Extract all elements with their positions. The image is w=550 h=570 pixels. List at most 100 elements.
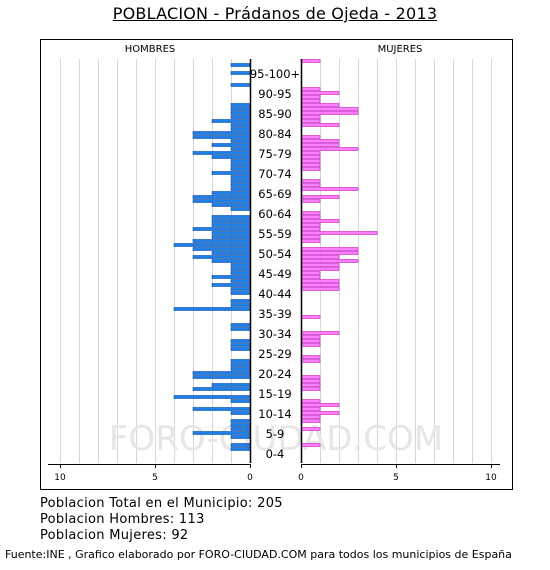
age-label-50-54: 50-54 [258,247,291,261]
bar-hombres-age-18 [192,387,251,391]
x-tick-label-left: 0 [247,473,253,483]
bar-mujeres-age-55 [300,239,321,243]
bar-hombres-age-71 [230,175,251,179]
bar-hombres-age-85 [211,119,251,123]
bar-mujeres-age-46 [300,275,321,279]
bar-hombres-age-55 [192,239,251,243]
bar-hombres-age-39 [230,303,251,307]
bar-hombres-age-23 [230,367,251,371]
bar-hombres-age-47 [230,271,251,275]
bar-mujeres-age-73 [300,167,321,171]
bar-hombres-age-68 [230,187,251,191]
bar-hombres-age-42 [230,291,251,295]
chart-frame [40,39,513,490]
bar-hombres-age-97 [230,71,251,75]
bar-mujeres-age-88 [300,107,359,111]
x-tick-label-right: 5 [393,473,399,483]
age-label-85-90: 85-90 [258,107,291,121]
watermark-text: FORO-CIUDAD.COM [109,419,443,459]
bar-mujeres-age-87 [300,111,359,115]
bar-hombres-age-64 [211,203,251,207]
bar-hombres-age-59 [211,223,251,227]
bar-hombres-age-86 [230,115,251,119]
bar-mujeres-age-91 [300,95,321,99]
panel-label-mujeres: MUJERES [378,44,423,55]
bar-mujeres-age-92 [300,91,340,95]
age-label-0-4: 0-4 [266,447,285,461]
bar-mujeres-age-70 [300,179,321,183]
bar-mujeres-age-47 [300,271,321,275]
bar-hombres-age-6 [230,435,251,439]
bar-hombres-age-84 [230,123,251,127]
bar-hombres-age-40 [230,299,251,303]
bar-hombres-age-15 [230,399,251,403]
bar-mujeres-age-84 [300,123,340,127]
bar-mujeres-age-65 [300,199,321,203]
bar-mujeres-age-49 [300,263,340,267]
bar-hombres-age-50 [211,259,251,263]
age-label-95-100+: 95-100+ [250,67,300,81]
bar-hombres-age-25 [230,359,251,363]
bar-mujeres-age-75 [300,159,321,163]
x-tick-label-right: 10 [485,473,497,483]
bar-mujeres-age-18 [300,387,321,391]
bar-hombres-age-34 [230,323,251,327]
bar-mujeres-age-4 [300,443,321,447]
source-note: Fuente:INE , Grafico elaborado por FORO-… [5,548,512,561]
age-label-65-69: 65-69 [258,187,291,201]
bar-hombres-age-3 [230,447,251,451]
bar-hombres-age-87 [230,111,251,115]
bar-mujeres-age-45 [300,279,340,283]
bar-mujeres-age-31 [300,335,321,339]
bar-mujeres-age-20 [300,379,321,383]
bar-mujeres-age-12 [300,411,340,415]
panel-label-hombres: HOMBRES [125,44,176,55]
bar-mujeres-age-32 [300,331,340,335]
bar-hombres-age-56 [211,235,251,239]
age-label-45-49: 45-49 [258,267,291,281]
bar-hombres-age-80 [230,139,251,143]
bar-mujeres-age-77 [300,151,321,155]
age-label-30-34: 30-34 [258,327,291,341]
bar-hombres-age-51 [192,255,251,259]
bar-hombres-age-21 [192,375,251,379]
bar-mujeres-age-86 [300,115,321,119]
bar-hombres-age-72 [211,171,251,175]
age-label-20-24: 20-24 [258,367,291,381]
bar-mujeres-age-89 [300,103,340,107]
men-population-text: Poblacion Hombres: 113 [40,512,205,527]
bar-hombres-age-7 [192,431,251,435]
bar-mujeres-age-60 [300,219,340,223]
bar-mujeres-age-8 [300,427,321,431]
age-label-80-84: 80-84 [258,127,291,141]
bar-hombres-age-45 [230,279,251,283]
bar-hombres-age-74 [230,163,251,167]
bar-hombres-age-77 [192,151,251,155]
bar-hombres-age-81 [192,135,251,139]
bar-hombres-age-13 [192,407,251,411]
bar-mujeres-age-15 [300,399,321,403]
age-label-35-39: 35-39 [258,307,291,321]
bar-mujeres-age-13 [300,407,321,411]
age-label-5-9: 5-9 [266,427,285,441]
bar-mujeres-age-93 [300,87,321,91]
bar-mujeres-age-61 [300,215,321,219]
bar-hombres-age-16 [173,395,251,399]
age-label-55-59: 55-59 [258,227,291,241]
bar-hombres-age-12 [230,411,251,415]
bar-mujeres-age-79 [300,143,340,147]
age-label-75-79: 75-79 [258,147,291,161]
bar-mujeres-age-11 [300,415,321,419]
bar-hombres-age-69 [230,183,251,187]
bar-hombres-age-46 [211,275,251,279]
bar-mujeres-age-43 [300,287,340,291]
bar-mujeres-age-66 [300,195,340,199]
bar-hombres-age-76 [211,155,251,159]
age-label-40-44: 40-44 [258,287,291,301]
bar-mujeres-age-48 [300,267,340,271]
bar-hombres-age-52 [211,251,251,255]
bar-mujeres-age-25 [300,359,321,363]
bar-mujeres-age-74 [300,163,321,167]
bar-mujeres-age-80 [300,139,340,143]
bar-hombres-age-4 [230,443,251,447]
